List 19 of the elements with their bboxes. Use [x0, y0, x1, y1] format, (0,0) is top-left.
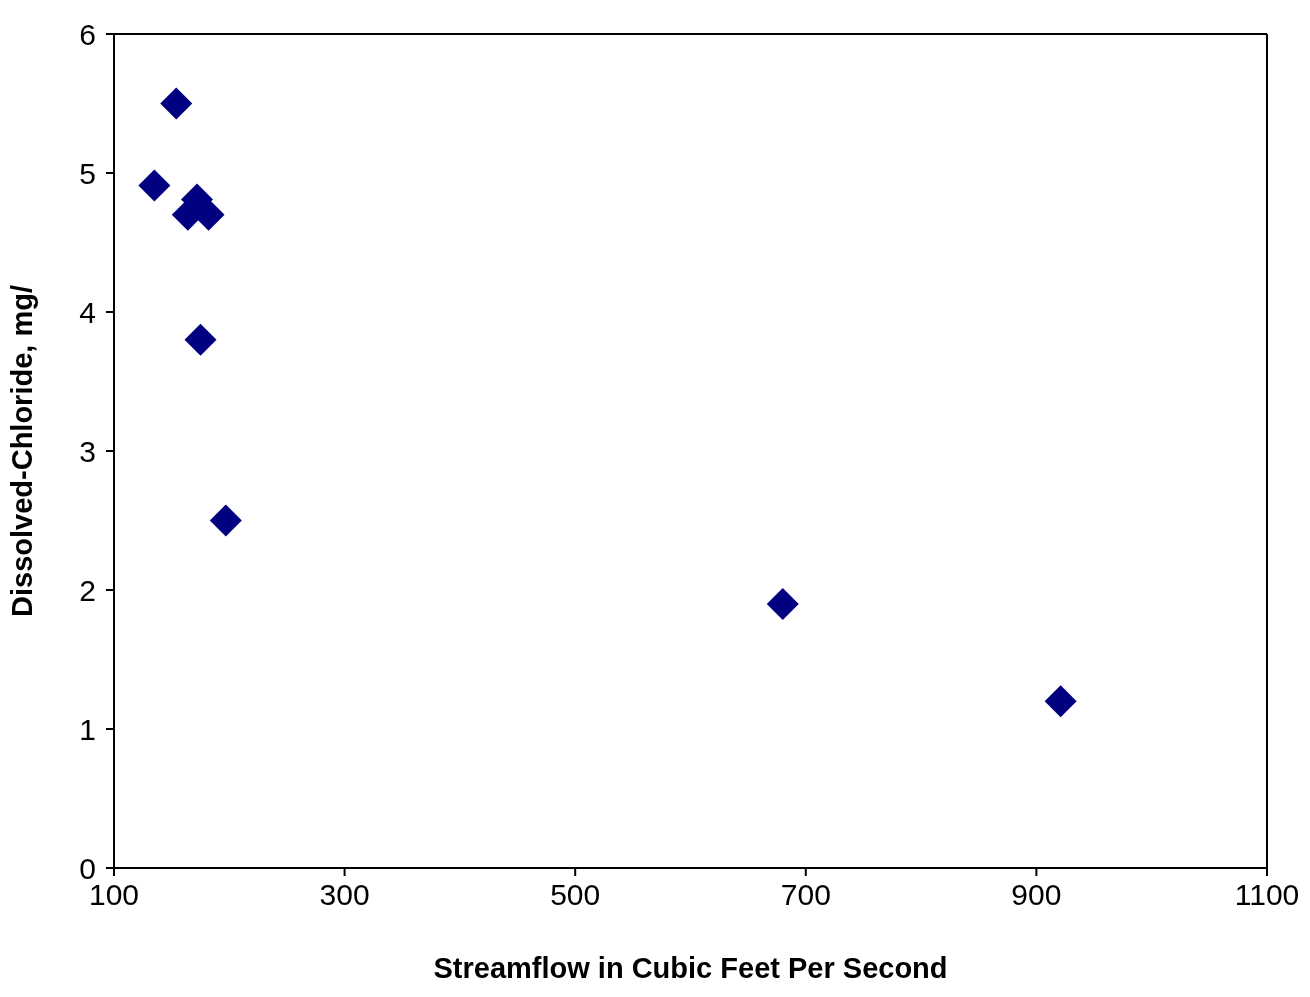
y-tick-label: 2 — [79, 573, 96, 607]
y-tick-label: 3 — [79, 434, 96, 468]
y-tick-label: 6 — [79, 17, 96, 51]
y-tick-label: 4 — [79, 295, 96, 329]
x-tick-label: 900 — [1011, 878, 1062, 912]
x-tick-label: 1100 — [1234, 878, 1300, 912]
x-axis-title: Streamflow in Cubic Feet Per Second — [433, 952, 948, 984]
point — [766, 587, 799, 620]
point — [160, 87, 193, 120]
point — [1044, 685, 1077, 718]
x-tick-label: 500 — [550, 878, 601, 912]
y-tick-label: 5 — [79, 156, 96, 190]
y-tick-label: 1 — [79, 712, 96, 746]
point — [184, 323, 217, 356]
point — [209, 504, 242, 537]
x-tick-label: 700 — [780, 878, 831, 912]
y-axis-title: Dissolved-Chloride, mg/ — [6, 285, 39, 617]
x-tick-label: 300 — [319, 878, 370, 912]
point — [138, 169, 171, 202]
